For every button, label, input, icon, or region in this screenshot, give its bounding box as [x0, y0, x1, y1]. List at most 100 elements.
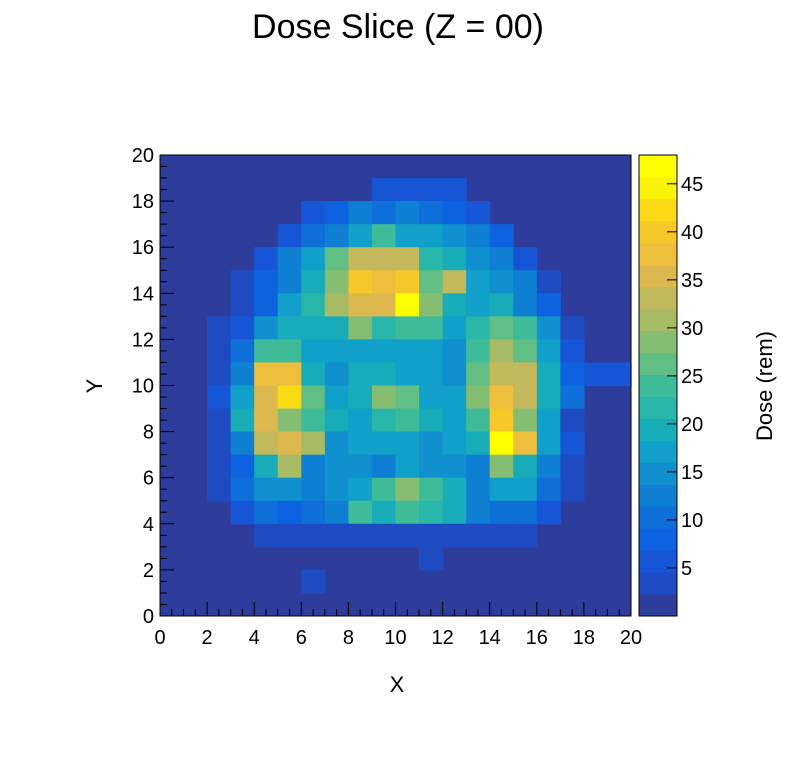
x-tick-label: 4 [249, 627, 260, 649]
heatmap-cell [536, 293, 561, 317]
heatmap-cell [254, 523, 279, 548]
heatmap-cell [442, 201, 467, 225]
heatmap-cell [513, 362, 538, 387]
x-tick-label: 2 [202, 627, 213, 649]
heatmap-cell [419, 316, 444, 340]
heatmap-cell [513, 339, 538, 364]
heatmap-cell [230, 431, 255, 456]
y-tick-label: 10 [132, 376, 154, 398]
y-tick-label: 8 [143, 422, 154, 444]
heatmap-cell [395, 224, 420, 248]
heatmap-cell [301, 431, 326, 456]
heatmap-cell [324, 362, 349, 387]
heatmap-cell [277, 247, 302, 271]
heatmap-cell [536, 454, 561, 479]
heatmap-cell [254, 362, 279, 387]
x-tick-label: 20 [620, 627, 642, 649]
heatmap-cell [371, 316, 397, 340]
heatmap-cell [536, 339, 561, 364]
heatmap-cell [513, 408, 538, 433]
heatmap-cell [301, 316, 326, 340]
heatmap-cell [513, 270, 538, 294]
heatmap-cell [207, 385, 232, 410]
heatmap-cell [348, 224, 373, 248]
heatmap-cell [371, 477, 397, 502]
heatmap-cell [419, 500, 444, 525]
heatmap-cell [254, 477, 279, 502]
heatmap-cell [442, 500, 467, 525]
heatmap-cell [419, 224, 444, 248]
heatmap-cell [254, 408, 279, 433]
heatmap-cell [348, 408, 373, 433]
heatmap-cell [371, 500, 397, 525]
heatmap-cell [489, 454, 514, 479]
heatmap-cell [301, 477, 326, 502]
heatmap-cell [489, 362, 514, 387]
heatmap-cell [348, 431, 373, 456]
heatmap-cell [371, 270, 397, 294]
heatmap-cell [442, 431, 467, 456]
heatmap-cell [489, 431, 514, 456]
heatmap-cell [301, 247, 326, 271]
heatmap-cell [371, 178, 397, 202]
heatmap-cell [277, 224, 302, 248]
x-tick-label: 12 [431, 627, 453, 649]
heatmap-cell [489, 339, 514, 364]
colorbar-segment [639, 198, 677, 222]
heatmap-cell [442, 385, 467, 410]
heatmap-cell [348, 523, 373, 548]
heatmap-cell [371, 293, 397, 317]
x-tick-label: 0 [154, 627, 165, 649]
heatmap-cells [160, 155, 632, 616]
heatmap-cell [419, 385, 444, 410]
heatmap-cell [301, 500, 326, 525]
heatmap-cell [301, 201, 326, 225]
heatmap-cell [560, 339, 585, 364]
heatmap-cell [301, 270, 326, 294]
colorbar-segment [639, 352, 677, 376]
heatmap-cell [466, 270, 491, 294]
heatmap-cell [536, 500, 561, 525]
y-tick-label: 12 [132, 329, 154, 351]
heatmap-cell [301, 408, 326, 433]
heatmap-cell [536, 316, 561, 340]
heatmap-cell [348, 339, 373, 364]
heatmap-cell [324, 477, 349, 502]
heatmap-cell [277, 500, 302, 525]
colorbar-tick-label: 15 [681, 462, 703, 484]
heatmap-cell [230, 293, 255, 317]
heatmap-cell [371, 339, 397, 364]
colorbar-tick-label: 5 [681, 558, 692, 580]
heatmap-cell [583, 362, 609, 387]
colorbar-tick-label: 25 [681, 366, 703, 388]
heatmap-cell [301, 569, 326, 594]
heatmap-cell [277, 293, 302, 317]
heatmap-cell [489, 293, 514, 317]
x-tick-label: 16 [526, 627, 548, 649]
x-tick-label: 8 [343, 627, 354, 649]
heatmap-cell [254, 431, 279, 456]
heatmap-cell [371, 362, 397, 387]
colorbar-tick-label: 40 [681, 222, 703, 244]
heatmap-cell [607, 362, 632, 387]
colorbar-segment [639, 418, 677, 441]
heatmap-cell [207, 408, 232, 433]
heatmap-cell [513, 500, 538, 525]
heatmap-cell [489, 523, 514, 548]
heatmap-cell [324, 293, 349, 317]
y-tick-label: 20 [132, 145, 154, 167]
heatmap-cell [419, 408, 444, 433]
heatmap-cell [489, 316, 514, 340]
heatmap-cell [371, 247, 397, 271]
y-tick-label: 0 [143, 606, 154, 628]
heatmap-cell [419, 293, 444, 317]
heatmap-cell [536, 477, 561, 502]
axis-ticks: 0 2 4 6 8 10 12 14 16 18 20 0 2 4 6 8 10 12 14 16 18 20 [132, 145, 642, 649]
heatmap-cell [348, 362, 373, 387]
heatmap-cell [348, 201, 373, 225]
heatmap-cell [230, 362, 255, 387]
colorbar-segment [639, 440, 677, 463]
heatmap-cell [324, 224, 349, 248]
heatmap-cell [419, 477, 444, 502]
